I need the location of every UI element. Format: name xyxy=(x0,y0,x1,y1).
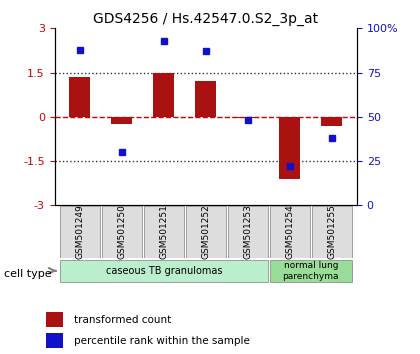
Text: GSM501251: GSM501251 xyxy=(159,204,168,259)
Bar xyxy=(111,117,132,124)
Bar xyxy=(237,117,258,118)
FancyBboxPatch shape xyxy=(186,206,226,258)
Text: transformed count: transformed count xyxy=(74,315,171,325)
FancyBboxPatch shape xyxy=(60,206,100,258)
Bar xyxy=(321,117,342,126)
FancyBboxPatch shape xyxy=(144,206,184,258)
Text: GSM501255: GSM501255 xyxy=(327,204,336,259)
Text: GSM501249: GSM501249 xyxy=(75,205,84,259)
Bar xyxy=(195,81,216,117)
Title: GDS4256 / Hs.42547.0.S2_3p_at: GDS4256 / Hs.42547.0.S2_3p_at xyxy=(93,12,318,26)
Bar xyxy=(153,73,174,117)
FancyBboxPatch shape xyxy=(102,206,142,258)
Bar xyxy=(46,312,63,327)
FancyBboxPatch shape xyxy=(312,206,352,258)
Text: normal lung
parenchyma: normal lung parenchyma xyxy=(283,261,339,280)
Bar xyxy=(279,117,300,179)
Text: GSM501252: GSM501252 xyxy=(201,205,210,259)
Text: cell type: cell type xyxy=(4,269,52,279)
Text: GSM501253: GSM501253 xyxy=(243,204,252,259)
FancyBboxPatch shape xyxy=(228,206,268,258)
Text: GSM501250: GSM501250 xyxy=(117,204,126,259)
FancyBboxPatch shape xyxy=(270,206,310,258)
Bar xyxy=(69,77,90,117)
Text: GSM501254: GSM501254 xyxy=(285,205,294,259)
FancyBboxPatch shape xyxy=(270,260,352,282)
Bar xyxy=(46,333,63,348)
Text: percentile rank within the sample: percentile rank within the sample xyxy=(74,336,250,346)
Text: caseous TB granulomas: caseous TB granulomas xyxy=(105,266,222,276)
FancyBboxPatch shape xyxy=(60,260,268,282)
